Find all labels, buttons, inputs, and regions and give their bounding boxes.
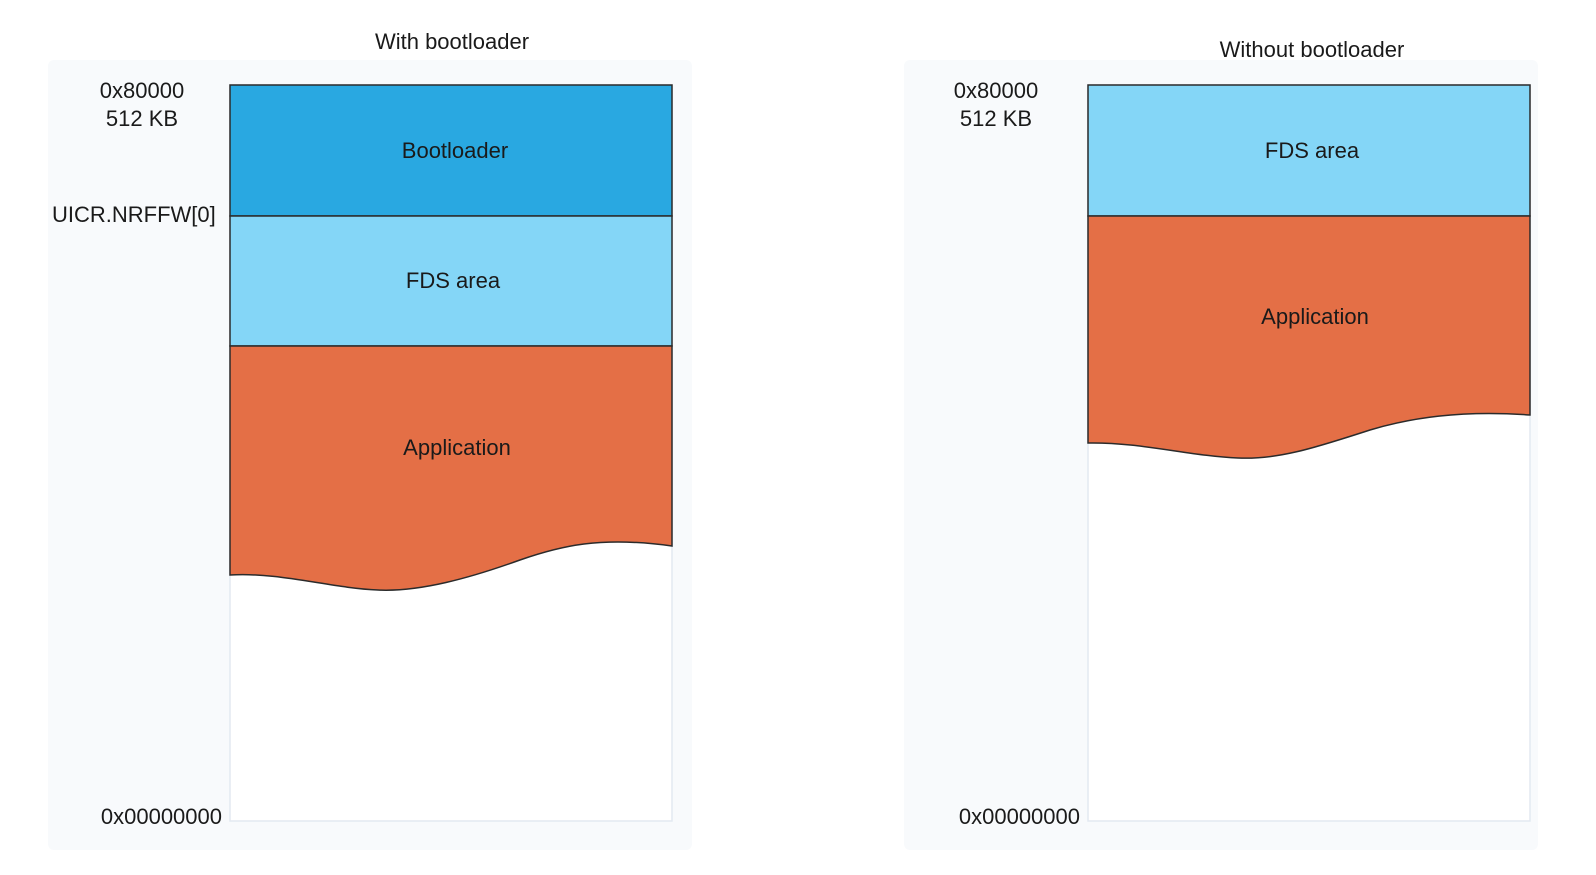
panel-with-bootloader: With bootloader 0x80000 512 KB UICR.NRFF… (48, 29, 692, 850)
region-bootloader-label: Bootloader (402, 138, 508, 163)
region-application (1087, 215, 1531, 459)
region-fds-area-label: FDS area (1265, 138, 1360, 163)
region-fds-area (1087, 84, 1531, 217)
region-application-label: Application (403, 435, 511, 460)
top-size-label: 512 KB (106, 106, 178, 131)
bottom-address-label: 0x00000000 (959, 804, 1080, 829)
bottom-address-label: 0x00000000 (101, 804, 222, 829)
panel-without-bootloader: Without bootloader 0x80000 512 KB 0x0000… (904, 37, 1538, 850)
region-fds-area (229, 215, 673, 347)
top-address-label: 0x80000 (100, 78, 184, 103)
top-address-label: 0x80000 (954, 78, 1038, 103)
panel-title: Without bootloader (1220, 37, 1405, 62)
region-fds-area-label: FDS area (406, 268, 501, 293)
region-application-label: Application (1261, 304, 1369, 329)
top-size-label: 512 KB (960, 106, 1032, 131)
panel-title: With bootloader (375, 29, 529, 54)
region-application (229, 345, 673, 591)
boundary-address-label: UICR.NRFFW[0] (52, 202, 216, 227)
